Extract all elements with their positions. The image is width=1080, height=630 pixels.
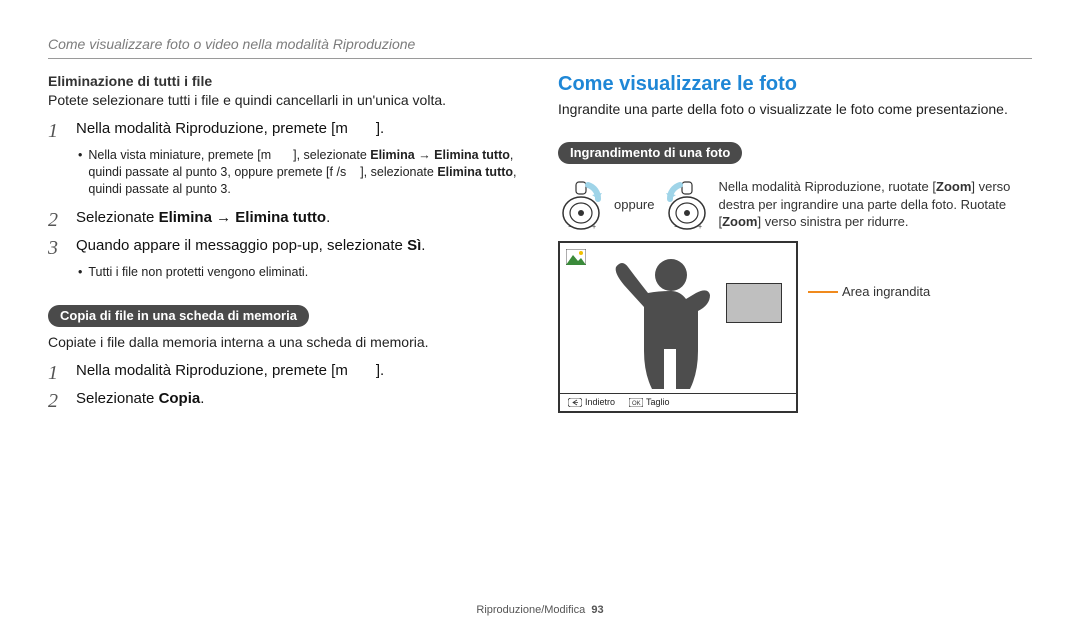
step-1: 1 Nella modalità Riproduzione, premete […	[48, 119, 522, 143]
enlarge-heading-pill: Ingrandimento di una foto	[558, 142, 742, 164]
callout-line-icon	[808, 291, 838, 293]
child-silhouette-icon	[600, 253, 740, 393]
camera-status-bar: Indietro OK Taglio	[560, 393, 796, 411]
zoom-area-callout: Area ingrandita	[808, 284, 930, 299]
step-2: 2 Selezionate Elimina → Elimina tutto.	[48, 208, 522, 232]
svg-text:+: +	[698, 224, 702, 231]
zoom-indicator-rect	[726, 283, 782, 323]
step-num-3: 3	[48, 236, 66, 260]
step-num-2: 2	[48, 208, 66, 232]
zoom-instruction-row: − + oppure − + Nella modalità Riproduzio…	[558, 178, 1032, 231]
svg-text:−: −	[674, 224, 678, 231]
delete-all-intro: Potete selezionare tutti i file e quindi…	[48, 91, 522, 109]
camera-screen-figure: Indietro OK Taglio	[558, 241, 798, 413]
delete-all-heading: Eliminazione di tutti i file	[48, 73, 522, 89]
step-1-note: Nella vista miniature, premete [m], sele…	[78, 147, 522, 198]
page-footer: Riproduzione/Modifica 93	[0, 604, 1080, 616]
crop-button[interactable]: OK Taglio	[629, 397, 670, 407]
view-photos-heading: Come visualizzare le foto	[558, 73, 1032, 96]
step-num-1: 1	[48, 119, 66, 143]
back-button[interactable]: Indietro	[568, 397, 615, 407]
photo-thumbnail-icon	[566, 249, 586, 265]
svg-text:+: +	[592, 224, 596, 231]
step-3: 3 Quando appare il messaggio pop-up, sel…	[48, 236, 522, 260]
copy-step-2: 2 Selezionate Copia.	[48, 389, 522, 413]
or-label: oppure	[612, 197, 656, 212]
copy-intro: Copiate i file dalla memoria interna a u…	[48, 333, 522, 351]
view-photos-intro: Ingrandite una parte della foto o visual…	[558, 100, 1032, 118]
right-column: Come visualizzare le foto Ingrandite una…	[558, 73, 1032, 417]
copy-heading-pill: Copia di file in una scheda di memoria	[48, 305, 309, 327]
zoom-lens-left-icon: − +	[664, 179, 710, 231]
svg-text:OK: OK	[632, 401, 641, 407]
left-column: Eliminazione di tutti i file Potete sele…	[48, 73, 522, 417]
breadcrumb: Come visualizzare foto o video nella mod…	[48, 36, 1032, 59]
zoom-instruction-text: Nella modalità Riproduzione, ruotate [Zo…	[718, 178, 1032, 231]
zoom-lens-right-icon: − +	[558, 179, 604, 231]
svg-text:−: −	[568, 224, 572, 231]
copy-step-1: 1 Nella modalità Riproduzione, premete […	[48, 361, 522, 385]
step-3-note: Tutti i file non protetti vengono elimin…	[78, 264, 522, 281]
